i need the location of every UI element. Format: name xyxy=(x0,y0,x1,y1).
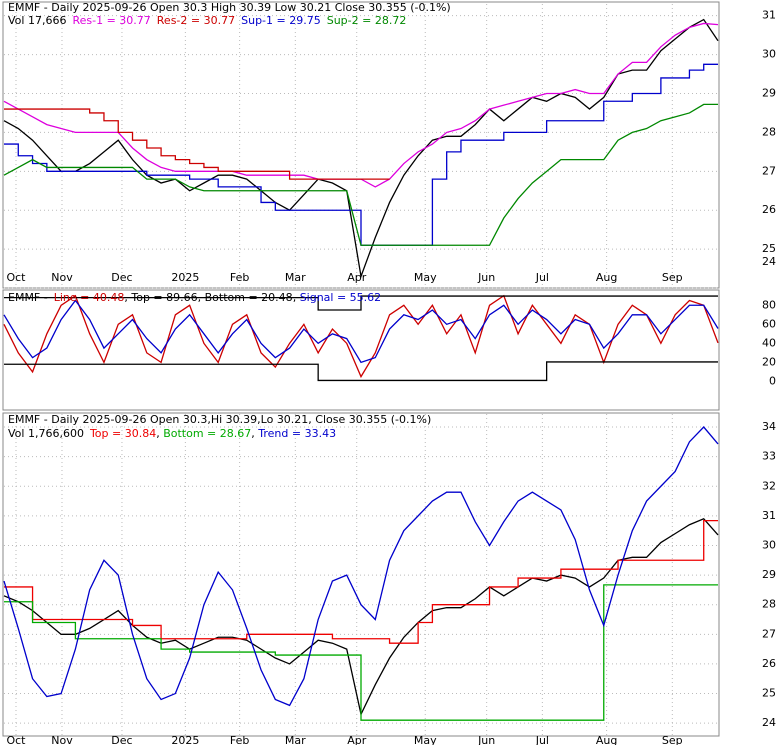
x-tick-label: Jun xyxy=(477,734,495,745)
x-tick-label: Aug xyxy=(596,734,617,745)
legend-separator: , xyxy=(124,291,131,304)
x-tick-label: Jul xyxy=(535,271,549,284)
legend-entry: Sup-1 = 29.75 xyxy=(241,14,321,27)
legend-entry: Sup-2 = 28.72 xyxy=(327,14,407,27)
y-tick-label: 26 xyxy=(762,203,776,216)
x-tick-label: Dec xyxy=(111,271,132,284)
y-tick-label: 25 xyxy=(762,687,776,700)
x-tick-label: Aug xyxy=(596,271,617,284)
legend-entry: Line = 40.48 xyxy=(54,291,125,304)
y-tick-label: 0 xyxy=(769,374,776,387)
x-tick-label: Apr xyxy=(347,734,367,745)
y-tick-label: 20 xyxy=(762,355,776,368)
series-line xyxy=(4,295,718,311)
legend-entry: Res-1 = 30.77 xyxy=(72,14,150,27)
legend-separator: , xyxy=(156,427,163,440)
series-line xyxy=(3,426,719,707)
x-tick-label: 2025 xyxy=(171,271,199,284)
x-tick-label: Feb xyxy=(230,271,249,284)
x-tick-label: Oct xyxy=(6,271,26,284)
legend-entry: Top = 30.84 xyxy=(89,427,156,440)
y-tick-label: 28 xyxy=(762,125,776,138)
legend: Vol 17,666 Res-1 = 30.77 Res-2 = 30.77 Sup-… xyxy=(8,14,406,27)
x-tick-label: Jun xyxy=(477,271,495,284)
series-line xyxy=(4,361,718,382)
y-tick-label: 25 xyxy=(762,242,776,255)
subtitle: Vol 17,666 xyxy=(8,14,66,27)
subtitle: Vol 1,766,600 xyxy=(8,427,84,440)
y-tick-label: 31 xyxy=(762,509,776,522)
x-tick-label: Apr xyxy=(347,271,367,284)
chart-title: EMMF - Daily 2025-09-26 Open 30.3 High 3… xyxy=(8,1,451,14)
series-line xyxy=(4,519,718,644)
chart-title: EMMF - Line = 40.48, Top = 89.66, Bottom … xyxy=(8,291,381,304)
legend-entry: Res-2 = 30.77 xyxy=(157,14,235,27)
y-tick-label: 60 xyxy=(762,317,776,330)
series-line xyxy=(3,103,718,246)
series-line xyxy=(3,294,719,379)
legend-separator: , xyxy=(198,291,205,304)
y-tick-label: 24 xyxy=(762,255,776,268)
legend-entry: Bottom = 28.67 xyxy=(163,427,251,440)
legend-separator: , xyxy=(293,291,300,304)
y-tick-label: 24 xyxy=(762,716,776,729)
legend-entry: Signal = 55.62 xyxy=(300,291,382,304)
series-line xyxy=(4,584,718,721)
x-tick-label: Nov xyxy=(51,271,73,284)
y-tick-label: 40 xyxy=(762,336,776,349)
y-tick-label: 29 xyxy=(762,86,776,99)
y-tick-label: 28 xyxy=(762,598,776,611)
y-tick-label: 31 xyxy=(762,9,776,22)
legend-entry: Bottom = 20.48 xyxy=(205,291,293,304)
legend-entry: Top = 89.66 xyxy=(130,291,197,304)
series-line xyxy=(4,108,390,180)
y-tick-label: 32 xyxy=(762,479,776,492)
series-line xyxy=(3,18,719,279)
x-tick-label: May xyxy=(414,734,437,745)
legend-entry: Trend = 33.43 xyxy=(257,427,336,440)
legend-separator: , xyxy=(251,427,258,440)
y-tick-label: 27 xyxy=(762,627,776,640)
x-tick-label: Dec xyxy=(111,734,132,745)
x-tick-label: Jul xyxy=(535,734,549,745)
series-line xyxy=(3,299,719,364)
x-tick-label: Feb xyxy=(230,734,249,745)
x-tick-label: Mar xyxy=(285,271,306,284)
x-tick-label: Sep xyxy=(662,734,683,745)
x-tick-label: Nov xyxy=(51,734,73,745)
y-tick-label: 27 xyxy=(762,164,776,177)
y-tick-label: 26 xyxy=(762,657,776,670)
y-tick-label: 80 xyxy=(762,298,776,311)
y-tick-label: 33 xyxy=(762,450,776,463)
x-tick-label: May xyxy=(414,271,437,284)
y-tick-label: 34 xyxy=(762,420,776,433)
y-tick-label: 30 xyxy=(762,48,776,61)
x-tick-label: Mar xyxy=(285,734,306,745)
x-tick-label: 2025 xyxy=(171,734,199,745)
legend: Vol 1,766,600 Top = 30.84, Bottom = 28.67… xyxy=(8,427,336,440)
y-tick-label: 29 xyxy=(762,568,776,581)
x-tick-label: Oct xyxy=(6,734,26,745)
x-tick-label: Sep xyxy=(662,271,683,284)
chart-title: EMMF - Daily 2025-09-26 Open 30.3,Hi 30.… xyxy=(8,413,431,426)
y-tick-label: 30 xyxy=(762,538,776,551)
